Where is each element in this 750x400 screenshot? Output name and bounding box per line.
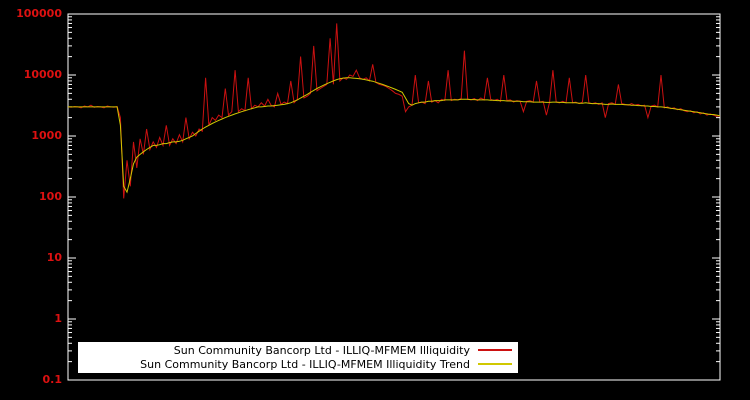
plot-frame: [67, 13, 721, 381]
legend: Sun Community Bancorp Ltd - ILLIQ-MFMEM …: [78, 342, 518, 373]
y-tick-label: 1000: [31, 129, 62, 142]
y-tick-label: 10000: [23, 68, 62, 81]
series-line-1: [68, 77, 721, 194]
y-tick-label: 0.1: [42, 373, 63, 386]
y-tick-label: 100: [39, 190, 62, 203]
y-tick-label: 10: [46, 251, 62, 264]
y-tick-label: 100000: [16, 7, 62, 20]
series-line-0: [67, 23, 721, 199]
legend-line-sample-trend: [478, 363, 512, 365]
legend-label-illiquidity: Sun Community Bancorp Ltd - ILLIQ-MFMEM …: [173, 343, 470, 357]
y-tick-label: 1: [54, 312, 62, 325]
legend-entry-illiquidity: Sun Community Bancorp Ltd - ILLIQ-MFMEM …: [84, 343, 512, 357]
legend-line-sample-illiquidity: [478, 349, 512, 351]
legend-label-trend: Sun Community Bancorp Ltd - ILLIQ-MFMEM …: [140, 357, 470, 371]
legend-entry-trend: Sun Community Bancorp Ltd - ILLIQ-MFMEM …: [84, 357, 512, 371]
